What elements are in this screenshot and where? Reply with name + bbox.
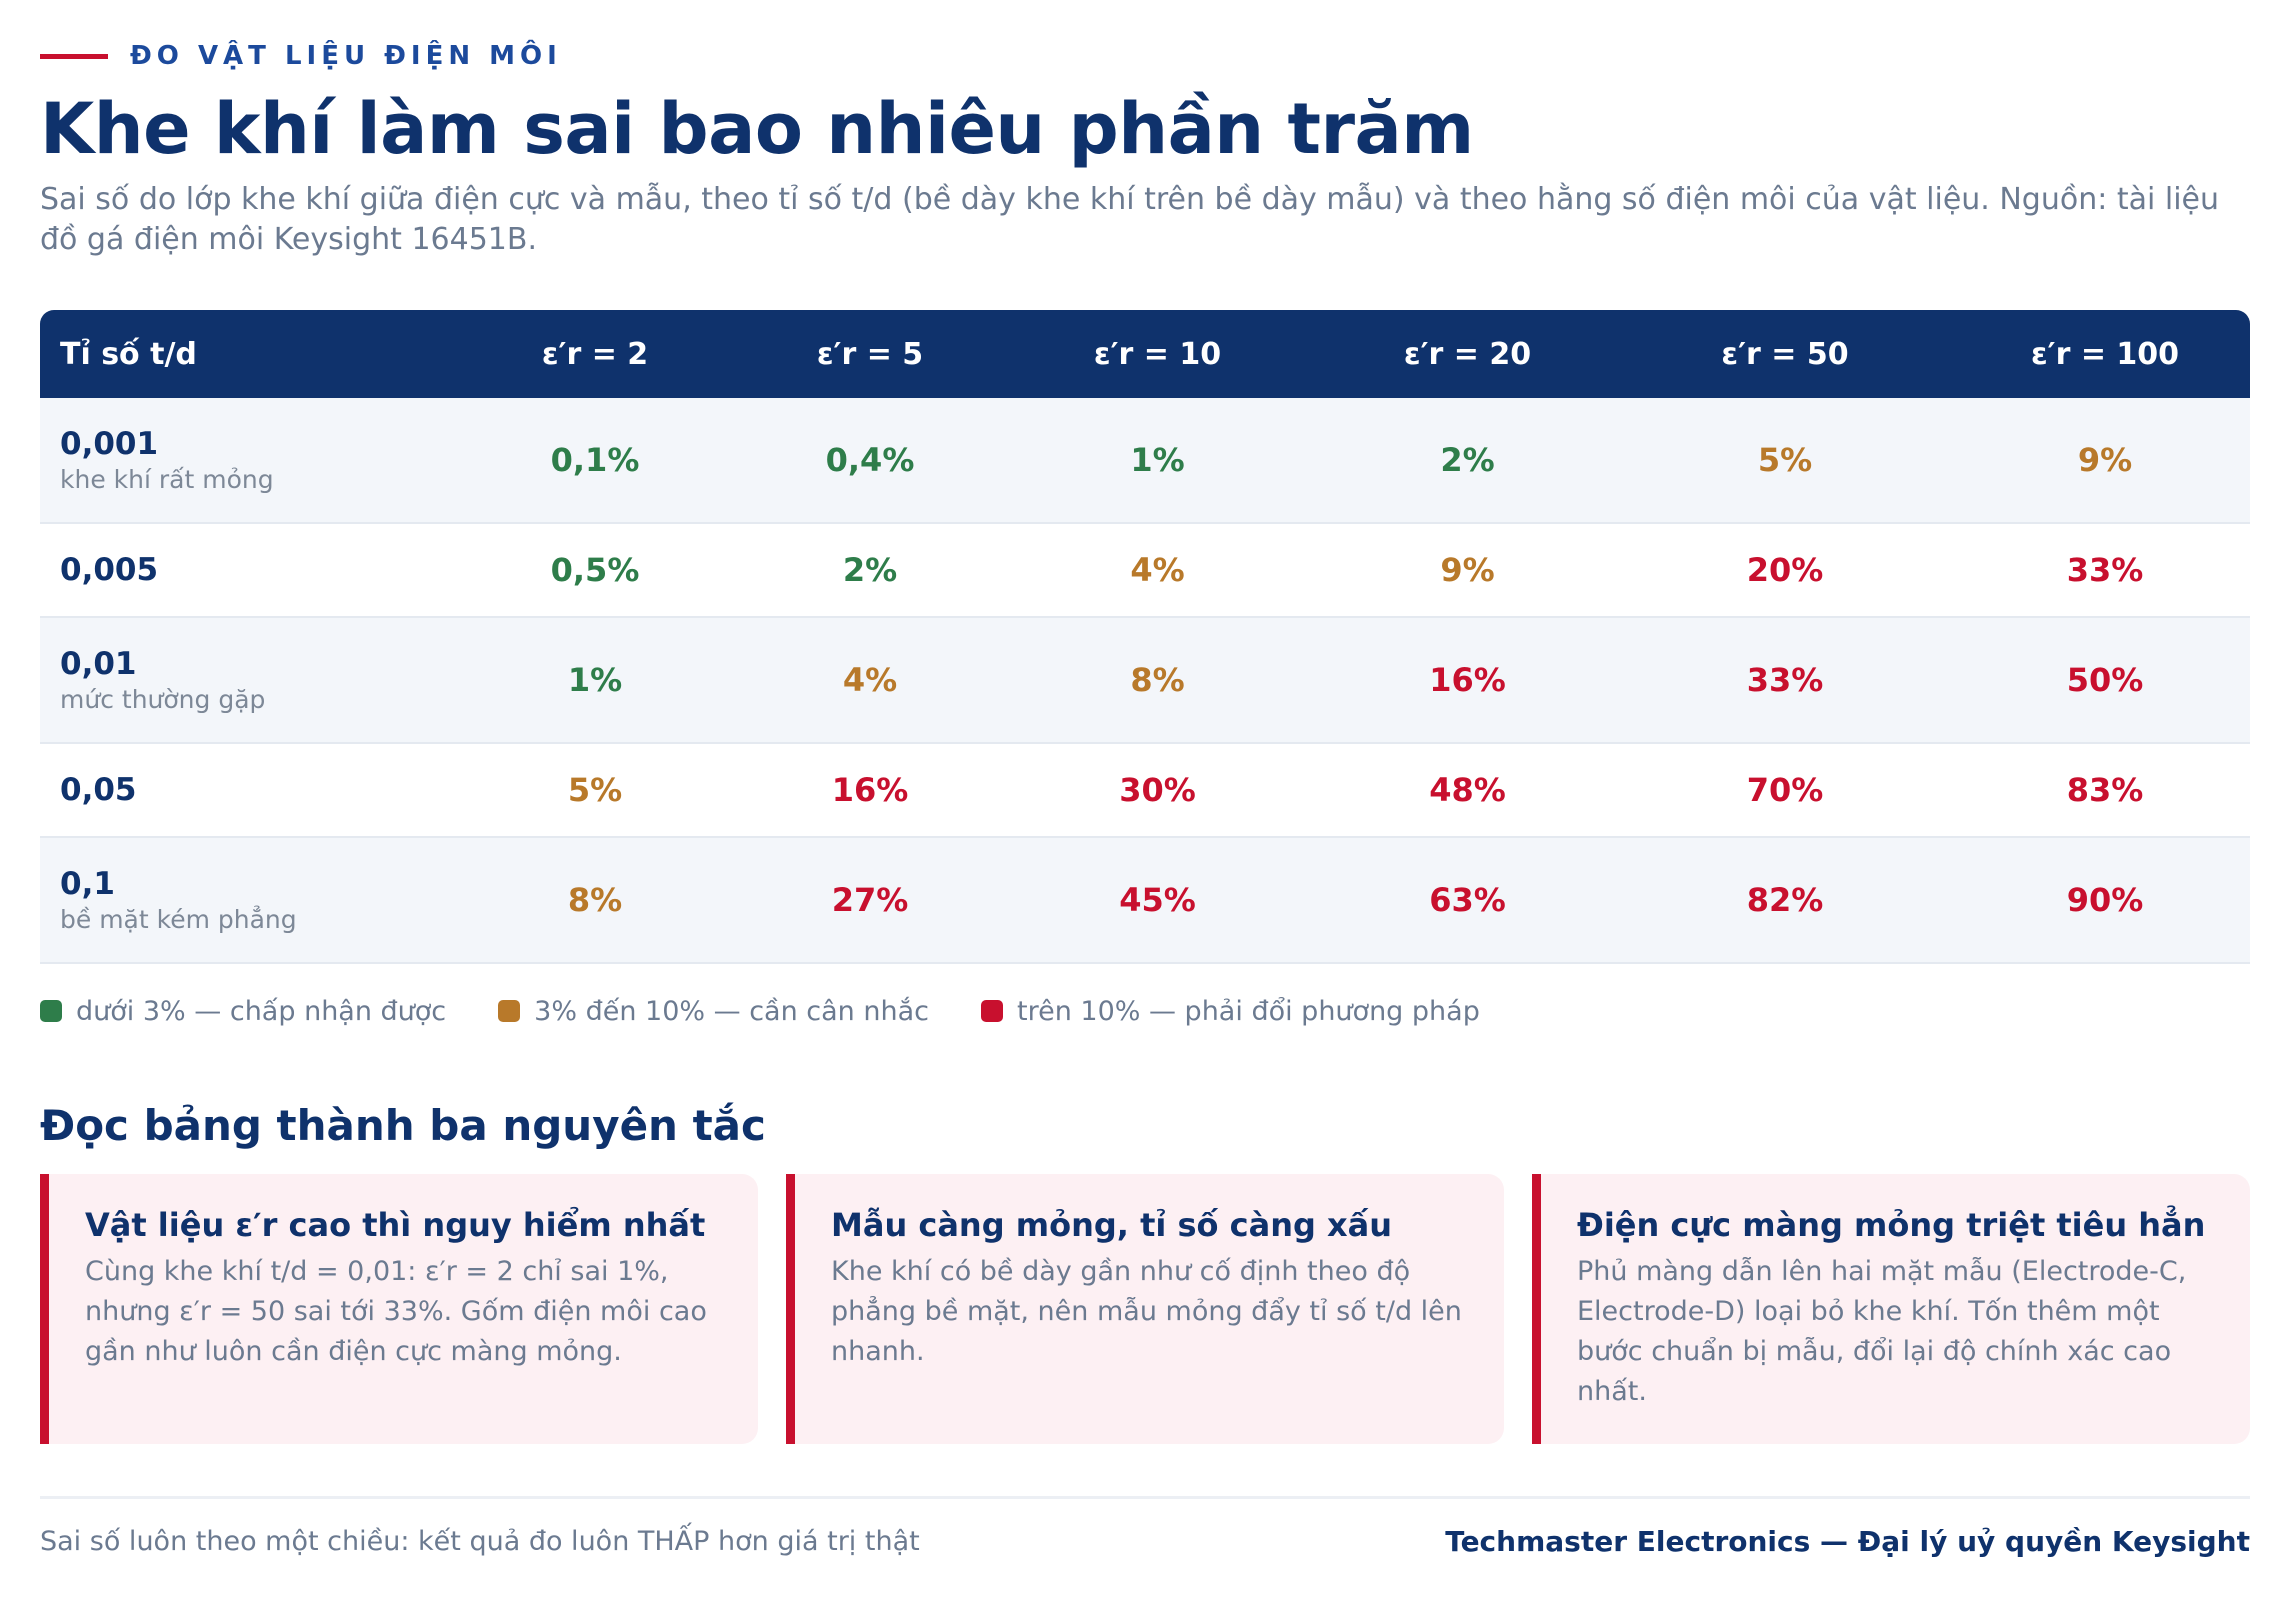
eyebrow: ĐO VẬT LIỆU ĐIỆN MÔI — [40, 38, 2250, 74]
table-cell: 50% — [2066, 661, 2144, 699]
table-cell: 2% — [842, 551, 898, 589]
table-cell: 2% — [1440, 441, 1495, 479]
row-label: 0,001 khe khí rất mỏng — [40, 424, 440, 496]
table-row: 0,05 5% 16% 30% 48% 70% 83% — [40, 744, 2250, 838]
table-cell: 0,5% — [550, 551, 640, 589]
row-note: khe khí rất mỏng — [60, 465, 274, 494]
principle-card: Mẫu càng mỏng, tỉ số càng xấu Khe khí có… — [786, 1174, 1504, 1444]
eyebrow-accent-line — [40, 53, 108, 59]
table-cell: 8% — [1130, 661, 1185, 699]
table-cell: 30% — [1119, 771, 1196, 809]
table-cell: 5% — [1757, 441, 1813, 479]
column-header-er20: ε′r = 20 — [1403, 336, 1532, 372]
table-row: 0,01 mức thường gặp 1% 4% 8% 16% 33% 50% — [40, 618, 2250, 744]
table-cell: 33% — [1746, 661, 1824, 699]
row-label: 0,05 — [40, 770, 440, 810]
row-note: bề mặt kém phẳng — [60, 905, 297, 934]
color-legend: dưới 3% — chấp nhận được 3% đến 10% — cầ… — [40, 994, 2250, 1028]
legend-swatch-green — [40, 1000, 62, 1022]
row-ratio: 0,001 — [60, 426, 159, 462]
table-cell: 33% — [2066, 551, 2144, 589]
eyebrow-label: ĐO VẬT LIỆU ĐIỆN MÔI — [130, 41, 562, 71]
table-cell: 45% — [1119, 881, 1196, 919]
row-label: 0,01 mức thường gặp — [40, 644, 440, 716]
column-header-er50: ε′r = 50 — [1721, 336, 1849, 372]
column-header-er100: ε′r = 100 — [2030, 336, 2180, 372]
table-row: 0,005 0,5% 2% 4% 9% 20% 33% — [40, 524, 2250, 618]
footer: Sai số luôn theo một chiều: kết quả đo l… — [40, 1521, 2250, 1561]
principle-card-body: Phủ màng dẫn lên hai mặt mẫu (Electrode-… — [1577, 1256, 2187, 1407]
legend-swatch-amber — [498, 1000, 521, 1022]
table-cell: 8% — [567, 881, 623, 919]
column-header-er5: ε′r = 5 — [816, 336, 924, 372]
page: ĐO VẬT LIỆU ĐIỆN MÔI Khe khí làm sai bao… — [40, 38, 2250, 1561]
footer-brand: Techmaster Electronics — Đại lý uỷ quyền… — [1445, 1524, 2250, 1558]
table-cell: 70% — [1746, 771, 1824, 809]
principle-card-title: Mẫu càng mỏng, tỉ số càng xấu — [831, 1206, 1393, 1244]
table-cell: 16% — [831, 771, 909, 809]
table-cell: 83% — [2066, 771, 2144, 809]
row-ratio: 0,005 — [60, 552, 159, 588]
table-cell: 5% — [567, 771, 623, 809]
row-note: mức thường gặp — [60, 685, 266, 714]
legend-item-bad: trên 10% — phải đổi phương pháp — [980, 995, 1480, 1027]
row-ratio: 0,05 — [60, 772, 137, 808]
row-label: 0,005 — [40, 550, 440, 590]
table-cell: 1% — [567, 661, 623, 699]
footer-note: Sai số luôn theo một chiều: kết quả đo l… — [40, 1525, 920, 1557]
table-cell: 0,1% — [550, 441, 640, 479]
principle-card: Điện cực màng mỏng triệt tiêu hẳn Phủ mà… — [1532, 1174, 2250, 1444]
principle-card: Vật liệu ε′r cao thì nguy hiểm nhất Cùng… — [40, 1174, 758, 1444]
table-cell: 48% — [1429, 771, 1506, 809]
legend-item-warn: 3% đến 10% — cần cân nhắc — [498, 996, 929, 1027]
table-header-row: Tỉ số t/d ε′r = 2 ε′r = 5 ε′r = 10 ε′r =… — [40, 310, 2250, 398]
table-cell: 1% — [1130, 441, 1185, 479]
principle-cards: Vật liệu ε′r cao thì nguy hiểm nhất Cùng… — [40, 1174, 2250, 1444]
table-cell: 16% — [1429, 661, 1506, 699]
table-cell: 4% — [842, 661, 898, 699]
table-cell: 63% — [1429, 881, 1506, 919]
row-ratio: 0,1 — [60, 866, 115, 902]
legend-label: 3% đến 10% — cần cân nhắc — [534, 995, 929, 1027]
table-cell: 9% — [2077, 441, 2133, 479]
principles-heading: Đọc bảng thành ba nguyên tắc — [40, 1101, 766, 1150]
legend-label: dưới 3% — chấp nhận được — [76, 995, 447, 1027]
table-cell: 0,4% — [825, 441, 915, 479]
page-subtitle: Sai số do lớp khe khí giữa điện cực và m… — [40, 182, 2220, 257]
column-header-er2: ε′r = 2 — [541, 336, 649, 372]
table-cell: 9% — [1440, 551, 1495, 589]
table-row: 0,001 khe khí rất mỏng 0,1% 0,4% 1% 2% 5… — [40, 398, 2250, 524]
table-row: 0,1 bề mặt kém phẳng 8% 27% 45% 63% 82% … — [40, 838, 2250, 964]
principle-card-body: Cùng khe khí t/d = 0,01: ε′r = 2 chỉ sai… — [85, 1256, 707, 1367]
principle-card-body: Khe khí có bề dày gần như cố định theo đ… — [831, 1256, 1462, 1367]
table-cell: 4% — [1130, 551, 1185, 589]
table-cell: 82% — [1746, 881, 1824, 919]
row-ratio: 0,01 — [60, 646, 137, 682]
page-title: Khe khí làm sai bao nhiêu phần trăm — [40, 88, 1474, 170]
principle-card-title: Điện cực màng mỏng triệt tiêu hẳn — [1577, 1206, 2206, 1244]
legend-swatch-red — [980, 1000, 1003, 1022]
principle-card-title: Vật liệu ε′r cao thì nguy hiểm nhất — [85, 1206, 706, 1244]
row-label: 0,1 bề mặt kém phẳng — [40, 864, 440, 936]
table-cell: 20% — [1746, 551, 1824, 589]
legend-item-good: dưới 3% — chấp nhận được — [40, 996, 446, 1027]
table-cell: 27% — [831, 881, 909, 919]
table-cell: 90% — [2066, 881, 2144, 919]
error-table: Tỉ số t/d ε′r = 2 ε′r = 5 ε′r = 10 ε′r =… — [40, 310, 2250, 964]
column-header-ratio: Tỉ số t/d — [60, 336, 197, 372]
footer-divider — [40, 1496, 2250, 1499]
legend-label: trên 10% — phải đổi phương pháp — [1016, 995, 1480, 1027]
column-header-er10: ε′r = 10 — [1093, 336, 1222, 372]
